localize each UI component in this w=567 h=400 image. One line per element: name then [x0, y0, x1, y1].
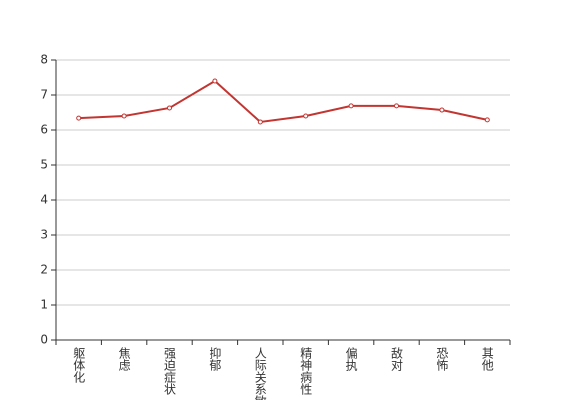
point	[303, 113, 309, 119]
x-tick-label: 抑郁	[208, 346, 222, 372]
y-tick-label: 4	[40, 193, 48, 207]
x-tick-label: 恐怖	[435, 347, 449, 371]
point	[121, 113, 127, 119]
y-tick-label: 2	[40, 263, 48, 277]
point	[394, 103, 399, 109]
point	[484, 117, 490, 123]
point	[257, 119, 263, 125]
x-tick-label: 偏执	[344, 346, 358, 372]
y-tick-label: 0	[40, 333, 48, 347]
x-tick-label: 敌对	[390, 346, 404, 371]
y-tick-label: 6	[40, 123, 48, 137]
x-tick-label: 人际关系敏感	[253, 347, 267, 400]
line	[78, 79, 488, 124]
y-tick-label: 3	[40, 228, 48, 242]
point	[348, 103, 354, 109]
x-tick-label: 强迫症状	[163, 347, 177, 395]
x-tick-label: 精神病性	[299, 347, 313, 396]
point	[76, 115, 82, 121]
point	[212, 78, 218, 84]
y-tick-label: 7	[40, 88, 48, 102]
x-tick-label: 其他	[480, 347, 494, 371]
x-tick-label: 躯体化	[72, 346, 86, 384]
y-tick-label: 1	[40, 298, 48, 312]
point	[439, 107, 445, 113]
y-tick-label: 8	[40, 53, 48, 67]
x-tick-label: 焦虑	[117, 347, 131, 371]
point	[167, 105, 172, 111]
y-tick-label: 5	[40, 158, 48, 172]
